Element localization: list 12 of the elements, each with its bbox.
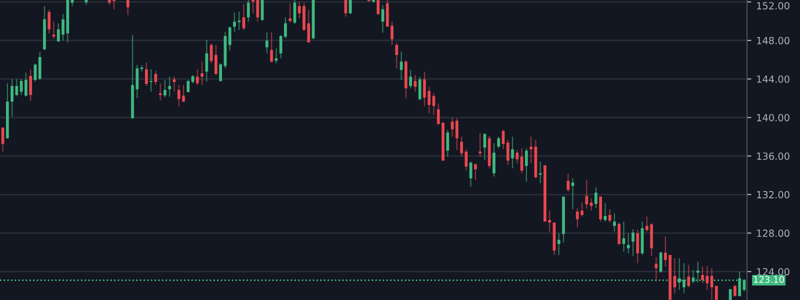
y-tick-label: 148.00 [757,36,790,44]
y-tick-label: 132.00 [757,191,790,198]
candlestick [714,285,718,300]
candlestick [376,0,380,16]
y-tick-label: 152.00 [757,2,790,10]
candlestick [348,0,352,15]
y-tick-label: 136.00 [757,152,790,160]
y-tick-label: 128.00 [757,230,790,237]
ref-line-label: 123.10 [754,276,784,283]
y-tick-label: 144.00 [757,75,790,83]
candlestick [140,64,144,72]
y-tick-label: 140.00 [757,114,790,122]
